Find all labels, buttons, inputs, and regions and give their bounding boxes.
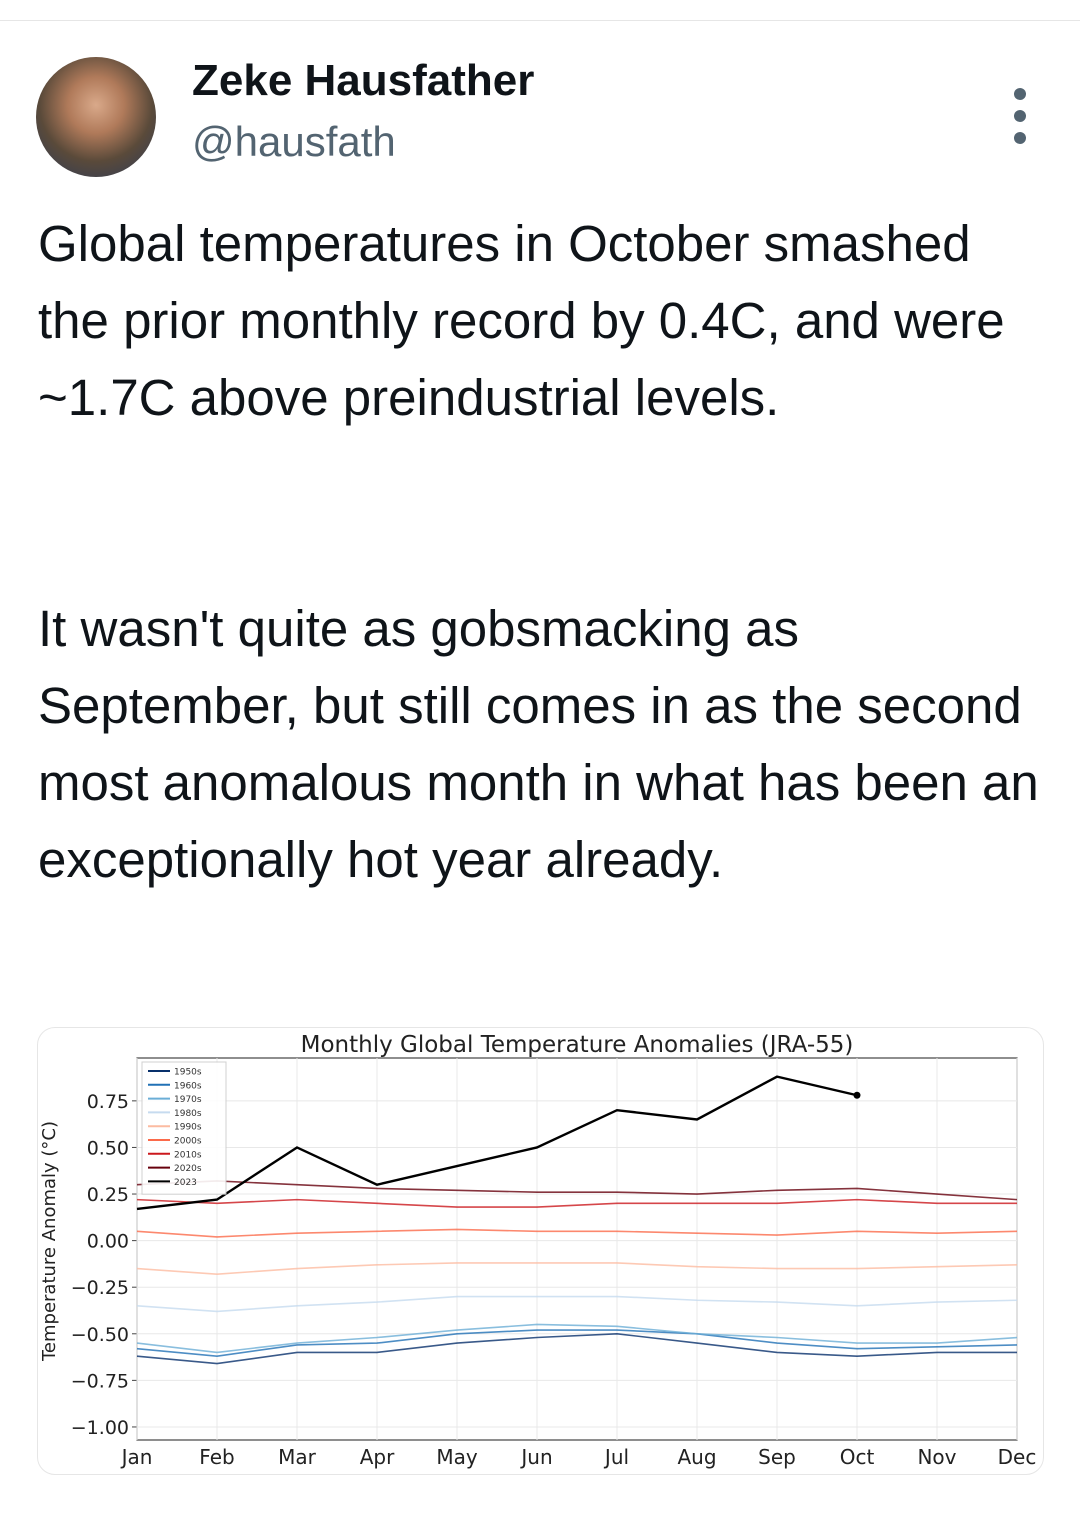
y-tick-label: 0.25 [87, 1184, 129, 1206]
x-tick-label: Feb [199, 1445, 234, 1469]
legend-label: 1950s [174, 1068, 202, 1078]
y-tick-label: −0.75 [71, 1370, 129, 1392]
x-tick-label: Jun [519, 1445, 552, 1469]
divider [0, 20, 1080, 21]
plot-frame [136, 1057, 1018, 1441]
user-name[interactable]: Zeke Hausfather [192, 56, 535, 105]
x-tick-label: Dec [998, 1445, 1037, 1469]
chart-title: Monthly Global Temperature Anomalies (JR… [301, 1032, 854, 1058]
x-tick-label: Sep [758, 1445, 796, 1469]
legend-label: 1980s [174, 1109, 202, 1119]
x-tick-label: Nov [917, 1445, 956, 1469]
series-line [136, 1075, 858, 1211]
series-line [136, 1180, 1018, 1201]
series-line [136, 1295, 1018, 1313]
tweet-text: It wasn't quite as gobsmacking as Septem… [38, 600, 1039, 888]
legend-label: 2020s [174, 1164, 202, 1174]
legend-label: 2000s [174, 1137, 202, 1147]
series-line [136, 1262, 1018, 1275]
tweet-text: Global temperatures in October smashed t… [38, 215, 1005, 426]
legend-label: 2010s [174, 1150, 202, 1160]
series-line [136, 1323, 1018, 1354]
more-menu[interactable] [1014, 88, 1026, 144]
x-tick-label: Mar [278, 1445, 317, 1469]
x-tick-label: Jul [603, 1445, 629, 1469]
y-tick-label: 0.00 [87, 1231, 129, 1253]
x-tick-label: Oct [840, 1445, 875, 1469]
x-tick-label: Apr [360, 1445, 395, 1469]
end-point [853, 1091, 861, 1099]
series-line [136, 1228, 1018, 1238]
avatar[interactable] [36, 57, 156, 177]
series-line [136, 1198, 1017, 1208]
y-axis-label: Temperature Anomaly (°C) [39, 1121, 60, 1362]
media-card[interactable] [37, 1027, 1044, 1475]
x-tick-label: Jan [120, 1445, 153, 1469]
x-tick-label: May [436, 1445, 478, 1469]
y-tick-label: −0.25 [71, 1277, 129, 1299]
series-line [136, 1332, 1017, 1365]
legend-label: 1990s [174, 1123, 202, 1133]
series-line [136, 1329, 1018, 1357]
legend-label: 2023 [174, 1178, 197, 1188]
y-tick-label: 0.50 [87, 1137, 129, 1159]
x-tick-label: Aug [677, 1445, 716, 1469]
y-tick-label: 0.75 [87, 1091, 129, 1113]
y-tick-label: −1.00 [71, 1417, 129, 1439]
y-tick-label: −0.50 [71, 1324, 129, 1346]
legend-label: 1960s [174, 1081, 202, 1091]
user-handle[interactable]: @hausfath [192, 118, 396, 165]
legend-label: 1970s [174, 1095, 202, 1105]
